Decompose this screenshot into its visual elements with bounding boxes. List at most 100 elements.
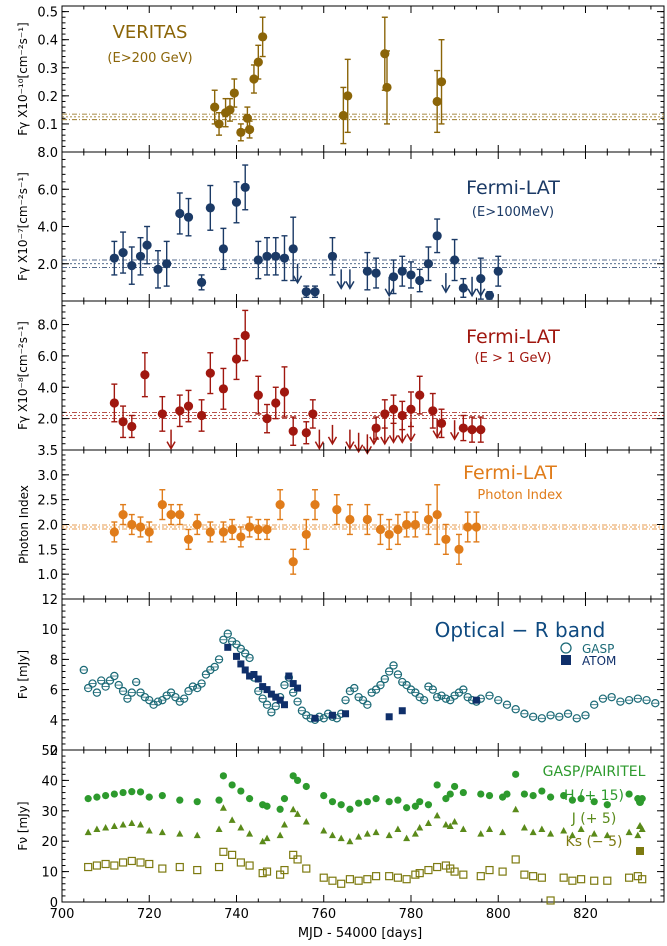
data-point bbox=[432, 231, 442, 241]
data-point bbox=[529, 792, 537, 800]
data-point bbox=[337, 879, 346, 888]
data-point bbox=[183, 534, 194, 545]
y-tick-label: 2.0 bbox=[37, 519, 58, 534]
data-point bbox=[538, 825, 546, 833]
legend-label-atom: ATOM bbox=[582, 654, 616, 668]
data-point bbox=[372, 795, 380, 803]
upper-limit-head bbox=[327, 436, 338, 446]
y-tick-label: 4.0 bbox=[37, 381, 58, 396]
data-point bbox=[271, 398, 281, 408]
data-point bbox=[484, 290, 495, 301]
data-point bbox=[354, 876, 363, 885]
data-point bbox=[145, 793, 153, 801]
upper-limit-head bbox=[345, 441, 355, 451]
data-point bbox=[289, 850, 298, 859]
data-point bbox=[127, 856, 136, 866]
y-axis-label: Fν [mJy] bbox=[16, 801, 30, 850]
data-point bbox=[262, 251, 272, 261]
legend-marker-ks bbox=[636, 847, 644, 855]
data-point bbox=[258, 869, 267, 878]
data-point bbox=[92, 861, 101, 870]
data-point bbox=[559, 873, 568, 882]
data-point bbox=[294, 684, 302, 692]
data-point bbox=[388, 404, 399, 414]
data-point bbox=[205, 527, 215, 537]
data-point bbox=[288, 426, 298, 436]
data-point bbox=[288, 244, 298, 254]
data-point bbox=[362, 266, 372, 276]
data-point bbox=[302, 864, 311, 873]
y-tick-label: 30 bbox=[41, 805, 58, 820]
data-point bbox=[546, 793, 555, 801]
data-point bbox=[590, 876, 599, 885]
data-point bbox=[219, 804, 227, 811]
data-point bbox=[477, 790, 485, 798]
x-tick-label: 720 bbox=[137, 907, 162, 922]
data-point bbox=[93, 793, 101, 801]
y-tick-label: 2.0 bbox=[37, 413, 58, 428]
data-point bbox=[424, 819, 432, 826]
panel-title: Fermi-LAT bbox=[466, 177, 560, 199]
data-point bbox=[398, 707, 406, 715]
data-point bbox=[477, 830, 485, 837]
data-point bbox=[214, 119, 224, 129]
y-tick-label: 3.0 bbox=[37, 469, 58, 484]
data-point bbox=[450, 255, 460, 265]
data-point bbox=[486, 825, 494, 833]
data-point bbox=[411, 802, 419, 810]
data-point bbox=[276, 696, 284, 704]
upper-limit-head bbox=[432, 430, 442, 440]
y-tick-label: 1.5 bbox=[37, 543, 58, 558]
upper-limit-head bbox=[292, 275, 303, 285]
data-point bbox=[258, 32, 268, 42]
data-point bbox=[244, 124, 255, 135]
data-point bbox=[416, 798, 424, 806]
data-point bbox=[253, 390, 263, 400]
data-point bbox=[625, 790, 633, 798]
data-point bbox=[240, 182, 250, 192]
data-point bbox=[451, 817, 459, 825]
upper-limit-head bbox=[314, 441, 325, 451]
x-axis-label: MJD - 54000 [days] bbox=[298, 926, 422, 941]
data-point bbox=[175, 208, 185, 219]
data-point bbox=[140, 370, 150, 380]
y-tick-label: 0.3 bbox=[37, 62, 58, 77]
panel-subtitle: (E>200 GeV) bbox=[107, 51, 192, 66]
data-point bbox=[363, 875, 372, 884]
data-point bbox=[237, 787, 245, 795]
data-point bbox=[343, 91, 353, 101]
data-point bbox=[253, 524, 263, 535]
data-point bbox=[538, 787, 546, 795]
panel-frame bbox=[61, 151, 665, 302]
data-point bbox=[263, 834, 271, 842]
data-point bbox=[228, 781, 236, 789]
data-point bbox=[520, 824, 528, 831]
data-point bbox=[135, 522, 146, 532]
data-point bbox=[144, 527, 154, 537]
data-point bbox=[547, 830, 555, 837]
data-point bbox=[436, 77, 447, 87]
data-point bbox=[428, 406, 438, 416]
panel-title: Fermi-LAT bbox=[466, 326, 560, 348]
panel-title: GASP/PAIRITEL bbox=[543, 764, 646, 780]
data-point bbox=[388, 272, 399, 282]
data-point bbox=[529, 872, 538, 881]
data-point bbox=[157, 500, 167, 510]
data-point bbox=[328, 831, 336, 839]
data-point bbox=[280, 865, 289, 875]
data-point bbox=[458, 283, 468, 293]
data-point bbox=[406, 404, 416, 414]
data-point bbox=[205, 368, 215, 378]
data-point bbox=[218, 384, 229, 394]
y-axis-label: Fν [mJy] bbox=[16, 650, 30, 699]
data-point bbox=[232, 652, 240, 660]
data-point bbox=[110, 822, 118, 829]
data-point bbox=[332, 505, 342, 515]
data-point bbox=[342, 710, 350, 718]
data-point bbox=[459, 870, 468, 879]
data-point bbox=[93, 825, 101, 833]
data-point bbox=[127, 519, 137, 530]
data-point bbox=[237, 660, 245, 668]
data-point bbox=[603, 831, 611, 839]
data-point bbox=[346, 837, 354, 845]
